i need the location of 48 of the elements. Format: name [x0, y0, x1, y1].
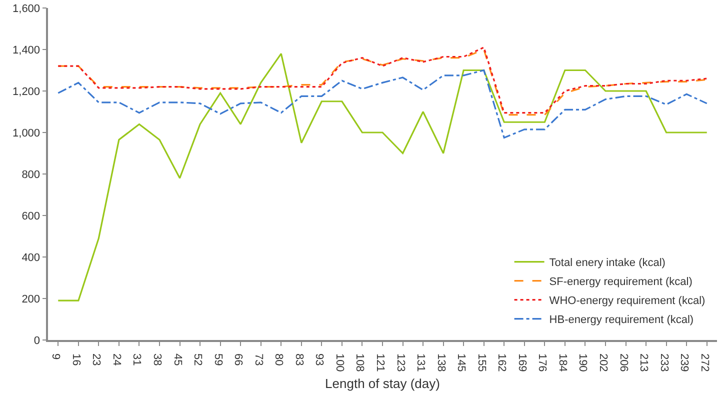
legend-label: WHO-energy requirement (kcal): [549, 295, 706, 308]
line-series: [57, 69, 708, 138]
x-tick-label: 239: [678, 353, 690, 372]
y-tick-label: 200: [22, 293, 40, 306]
x-tick-label: 38: [151, 353, 163, 366]
x-tick-label: 83: [292, 353, 305, 366]
x-tick-label: 66: [232, 353, 244, 366]
x-tick-label: 59: [212, 353, 224, 366]
x-tick-label: 108: [354, 353, 366, 372]
x-axis-title: Length of stay (day): [325, 376, 440, 391]
x-tick-label: 184: [556, 353, 568, 372]
x-tick-label: 202: [597, 353, 609, 372]
x-tick-label: 155: [475, 353, 488, 372]
x-tick-label: 23: [90, 353, 102, 366]
x-tick-label: 169: [516, 353, 528, 372]
x-tick-label: 16: [70, 353, 82, 366]
x-tick-label: 190: [576, 353, 589, 372]
x-tick-label: 80: [272, 353, 285, 366]
x-tick-label: 272: [698, 353, 710, 372]
x-tick-label: 206: [617, 353, 630, 372]
x-tick-label: 121: [374, 353, 386, 372]
x-tick-label: 93: [313, 353, 326, 366]
y-tick-label: 1,200: [12, 86, 40, 98]
x-tick-label: 9: [50, 353, 62, 360]
x-tick-label: 145: [455, 353, 468, 372]
x-tick-label: 138: [434, 353, 447, 372]
x-tick-label: 176: [536, 353, 548, 372]
x-tick-label: 123: [394, 353, 406, 372]
y-tick-label: 1,000: [12, 127, 40, 140]
x-tick-label: 162: [496, 353, 508, 372]
y-tick-label: 1,600: [12, 2, 40, 15]
y-tick-label: 600: [22, 210, 40, 222]
legend-label: Total enery intake (kcal): [549, 257, 666, 270]
x-tick-label: 24: [110, 353, 122, 366]
legend-label: HB-energy requirement (kcal): [549, 314, 694, 326]
y-tick-label: 400: [22, 252, 40, 264]
legend-label: SF-energy requirement (kcal): [549, 276, 692, 288]
x-tick-label: 213: [638, 353, 650, 372]
y-tick-label: 0: [34, 334, 40, 347]
y-tick-label: 1,400: [12, 44, 40, 56]
x-tick-label: 73: [252, 353, 264, 366]
x-tick-label: 100: [333, 353, 346, 372]
y-tick-label: 800: [22, 168, 40, 181]
x-tick-label: 31: [130, 353, 143, 366]
x-tick-label: 45: [171, 353, 184, 366]
x-tick-label: 131: [414, 353, 427, 372]
x-tick-label: 52: [192, 353, 204, 366]
x-tick-label: 233: [658, 353, 670, 372]
